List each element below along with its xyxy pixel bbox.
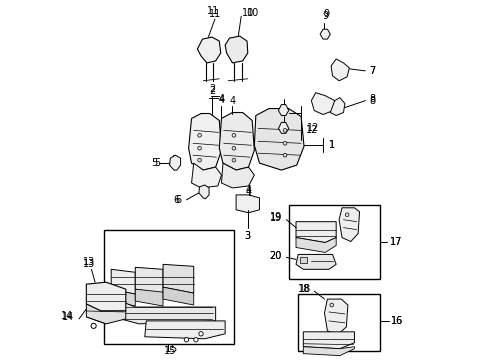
Text: 6: 6 bbox=[173, 195, 179, 205]
Polygon shape bbox=[135, 267, 163, 294]
Text: 5: 5 bbox=[151, 158, 157, 168]
Text: 17: 17 bbox=[389, 237, 401, 247]
Polygon shape bbox=[288, 205, 379, 279]
Circle shape bbox=[91, 323, 96, 328]
Text: 2: 2 bbox=[208, 84, 215, 94]
Circle shape bbox=[283, 129, 286, 132]
Text: 18: 18 bbox=[298, 284, 310, 294]
Text: 8: 8 bbox=[368, 96, 374, 105]
Text: 11: 11 bbox=[207, 6, 219, 16]
Polygon shape bbox=[191, 163, 221, 188]
Text: 10: 10 bbox=[242, 8, 254, 18]
Circle shape bbox=[232, 147, 235, 150]
Polygon shape bbox=[163, 287, 193, 305]
Polygon shape bbox=[86, 282, 125, 311]
Circle shape bbox=[184, 338, 188, 342]
Text: 2: 2 bbox=[208, 86, 215, 96]
Polygon shape bbox=[221, 163, 254, 188]
Text: 14: 14 bbox=[61, 311, 73, 321]
Text: 13: 13 bbox=[83, 259, 95, 269]
Polygon shape bbox=[295, 255, 335, 269]
Circle shape bbox=[197, 134, 201, 137]
Polygon shape bbox=[320, 29, 330, 39]
Text: 9: 9 bbox=[322, 11, 327, 21]
Polygon shape bbox=[135, 289, 163, 306]
Text: 20: 20 bbox=[269, 251, 282, 261]
Circle shape bbox=[345, 213, 348, 217]
Polygon shape bbox=[295, 238, 335, 252]
Circle shape bbox=[197, 158, 201, 162]
Circle shape bbox=[199, 332, 203, 336]
Text: 13: 13 bbox=[83, 257, 95, 267]
Text: 19: 19 bbox=[269, 213, 282, 223]
Text: 1: 1 bbox=[328, 140, 334, 150]
Polygon shape bbox=[144, 321, 224, 339]
Text: 4: 4 bbox=[245, 185, 251, 195]
Circle shape bbox=[197, 147, 201, 150]
Text: 10: 10 bbox=[246, 8, 259, 18]
Polygon shape bbox=[111, 289, 135, 306]
Text: 4: 4 bbox=[245, 187, 251, 197]
Circle shape bbox=[232, 134, 235, 137]
Text: 16: 16 bbox=[390, 316, 403, 326]
Text: 11: 11 bbox=[208, 9, 221, 19]
Polygon shape bbox=[86, 304, 125, 324]
Circle shape bbox=[232, 158, 235, 162]
Text: 12: 12 bbox=[306, 123, 319, 134]
Text: 1: 1 bbox=[328, 140, 334, 150]
Polygon shape bbox=[330, 98, 344, 116]
Circle shape bbox=[283, 141, 286, 145]
Text: 19: 19 bbox=[269, 212, 282, 222]
Polygon shape bbox=[303, 332, 354, 349]
Polygon shape bbox=[330, 59, 348, 81]
Text: 6: 6 bbox=[175, 195, 181, 205]
Text: 3: 3 bbox=[244, 230, 250, 240]
Polygon shape bbox=[111, 269, 135, 294]
Circle shape bbox=[283, 153, 286, 157]
Text: 14: 14 bbox=[62, 312, 75, 322]
Polygon shape bbox=[113, 299, 215, 324]
Polygon shape bbox=[199, 185, 209, 199]
Text: 8: 8 bbox=[368, 94, 374, 104]
Polygon shape bbox=[303, 347, 354, 356]
Text: 18: 18 bbox=[299, 284, 311, 294]
Text: 9: 9 bbox=[322, 9, 328, 19]
Polygon shape bbox=[338, 208, 359, 242]
Polygon shape bbox=[324, 299, 347, 335]
Text: 7: 7 bbox=[368, 66, 374, 76]
Text: 16: 16 bbox=[390, 316, 403, 326]
Text: 4: 4 bbox=[218, 95, 224, 105]
Polygon shape bbox=[278, 122, 288, 133]
Text: 12: 12 bbox=[305, 125, 317, 135]
Text: 4: 4 bbox=[218, 94, 224, 104]
Text: 5: 5 bbox=[154, 158, 161, 168]
Text: 20: 20 bbox=[269, 251, 282, 261]
Polygon shape bbox=[169, 155, 180, 170]
Polygon shape bbox=[236, 195, 259, 213]
Polygon shape bbox=[103, 230, 233, 344]
Polygon shape bbox=[295, 222, 335, 243]
Polygon shape bbox=[298, 294, 379, 351]
Polygon shape bbox=[254, 109, 304, 170]
Polygon shape bbox=[299, 257, 306, 264]
Circle shape bbox=[329, 303, 333, 307]
Polygon shape bbox=[311, 93, 334, 114]
Text: 7: 7 bbox=[368, 66, 374, 76]
Text: 15: 15 bbox=[165, 344, 178, 354]
Polygon shape bbox=[188, 113, 221, 170]
Text: 15: 15 bbox=[164, 346, 176, 356]
Polygon shape bbox=[163, 264, 193, 293]
Circle shape bbox=[193, 338, 198, 342]
Polygon shape bbox=[224, 36, 247, 63]
Text: 3: 3 bbox=[244, 230, 250, 240]
Polygon shape bbox=[219, 113, 254, 170]
Text: 17: 17 bbox=[389, 237, 401, 247]
Text: 4: 4 bbox=[229, 96, 235, 105]
Polygon shape bbox=[278, 105, 288, 116]
Polygon shape bbox=[197, 37, 220, 63]
